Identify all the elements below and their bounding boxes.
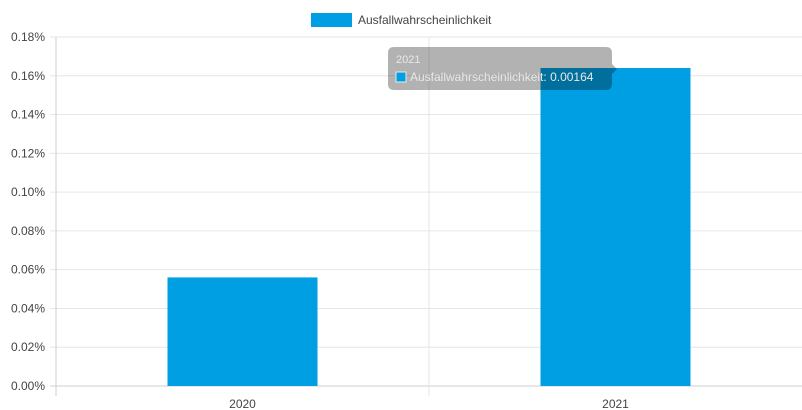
y-tick-label: 0.16%	[11, 69, 45, 83]
bar-2020[interactable]	[167, 277, 318, 386]
y-tick-label: 0.18%	[11, 30, 45, 44]
tooltip: 2021 Ausfallwahrscheinlichkeit: 0.00164	[388, 47, 617, 90]
legend[interactable]: Ausfallwahrscheinlichkeit	[311, 13, 492, 27]
y-tick-label: 0.12%	[11, 146, 45, 160]
legend-label[interactable]: Ausfallwahrscheinlichkeit	[358, 13, 492, 27]
y-tick-label: 0.02%	[11, 340, 45, 354]
y-tick-label: 0.00%	[11, 379, 45, 393]
legend-swatch[interactable]	[311, 13, 352, 27]
y-tick-label: 0.10%	[11, 185, 45, 199]
x-tick-label: 2021	[602, 397, 629, 410]
x-tick-label: 2020	[229, 397, 256, 410]
tooltip-background	[388, 47, 617, 90]
tooltip-swatch	[395, 71, 407, 83]
x-axis-ticks: 2020 2021	[229, 397, 629, 410]
y-tick-label: 0.08%	[11, 224, 45, 238]
tooltip-title: 2021	[396, 54, 420, 66]
y-tick-label: 0.04%	[11, 301, 45, 315]
y-tick-label: 0.14%	[11, 108, 45, 122]
tooltip-label: Ausfallwahrscheinlichkeit: 0.00164	[410, 70, 594, 84]
y-axis-ticks: 0.00% 0.02% 0.04% 0.06% 0.08% 0.10% 0.12% 0.14%…	[11, 30, 45, 393]
y-tick-label: 0.06%	[11, 263, 45, 277]
bars	[167, 68, 691, 387]
bar-2021[interactable]	[540, 68, 691, 387]
